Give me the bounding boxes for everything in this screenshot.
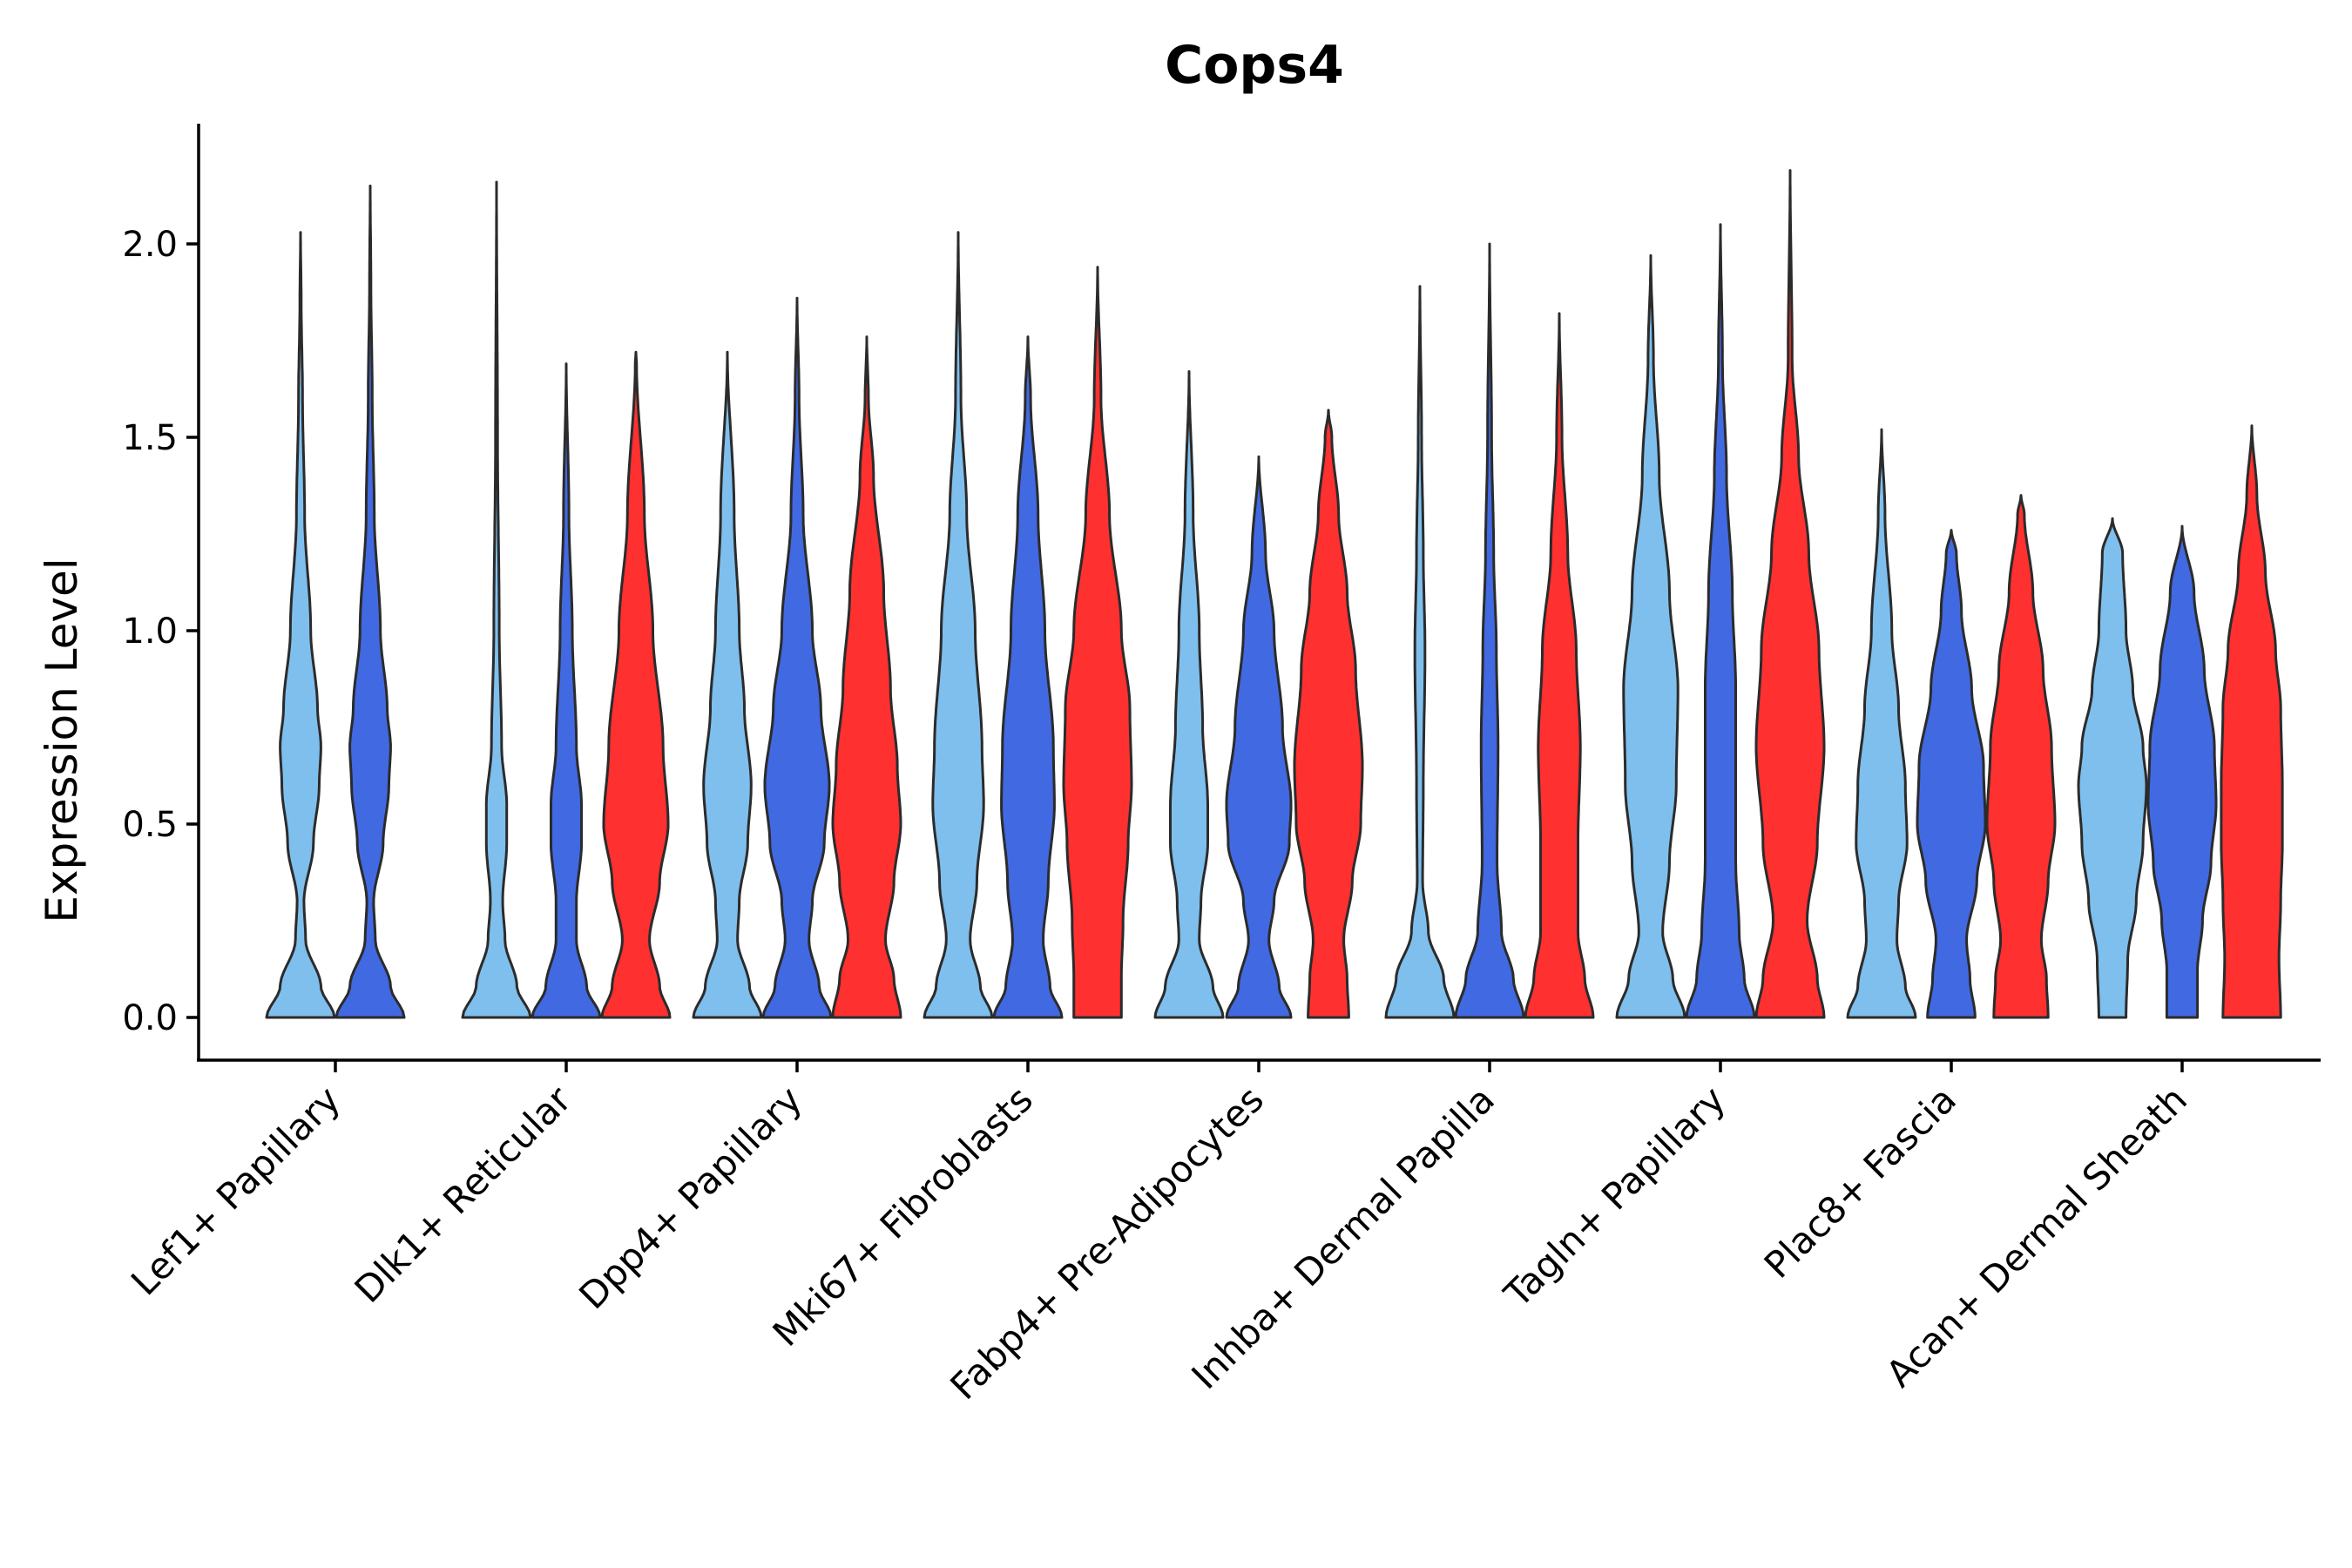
x-tick-label: Tagln+ Papillary — [1496, 1078, 1734, 1315]
violin-2-1 — [461, 180, 532, 1019]
y-tick-label: 2.0 — [122, 225, 178, 265]
violin-4-1 — [923, 231, 994, 1019]
chart-title: Cops4 — [1165, 35, 1344, 96]
violin-3-2 — [761, 296, 833, 1019]
x-tick-label: Mki67+ Fibroblasts — [765, 1078, 1041, 1354]
violin-6-1 — [1384, 285, 1456, 1019]
x-tick-label: Dlk1+ Reticular — [347, 1078, 580, 1311]
x-tick-label: Lef1+ Papillary — [123, 1078, 348, 1303]
y-axis-label: Expression Level — [37, 558, 87, 923]
violin-1-1 — [265, 231, 336, 1019]
violin-8-3 — [1985, 494, 2057, 1019]
violin-9-1 — [2077, 517, 2148, 1019]
violin-2-2 — [531, 362, 602, 1019]
violin-layer — [265, 169, 2284, 1019]
violin-8-2 — [1916, 529, 1987, 1019]
violin-9-3 — [2220, 424, 2284, 1019]
y-tick-label: 1.5 — [122, 418, 178, 458]
violin-8-1 — [1846, 428, 1917, 1019]
violin-7-3 — [1754, 169, 1826, 1019]
violin-2-3 — [600, 350, 672, 1019]
y-tick-label: 0.0 — [122, 998, 178, 1038]
violin-6-3 — [1524, 312, 1595, 1019]
violin-6-2 — [1454, 242, 1525, 1019]
violin-5-1 — [1153, 370, 1225, 1019]
violin-5-3 — [1293, 409, 1364, 1019]
violin-5-2 — [1225, 455, 1293, 1019]
y-ticks: 0.0 0.5 1.0 1.5 2.0 — [122, 225, 199, 1038]
violin-1-2 — [335, 184, 406, 1019]
x-tick-label: Plac8+ Fascia — [1756, 1078, 1964, 1286]
violin-3-3 — [831, 335, 902, 1019]
y-tick-label: 1.0 — [122, 612, 178, 652]
x-tick-label: Dpp4+ Papillary — [571, 1078, 810, 1317]
violin-3-1 — [692, 350, 763, 1019]
y-tick-label: 0.5 — [122, 805, 178, 845]
violin-4-2 — [992, 335, 1064, 1019]
violin-7-1 — [1615, 253, 1686, 1019]
violin-4-3 — [1062, 266, 1133, 1019]
violin-7-2 — [1685, 223, 1756, 1019]
violin-9-2 — [2146, 524, 2218, 1019]
